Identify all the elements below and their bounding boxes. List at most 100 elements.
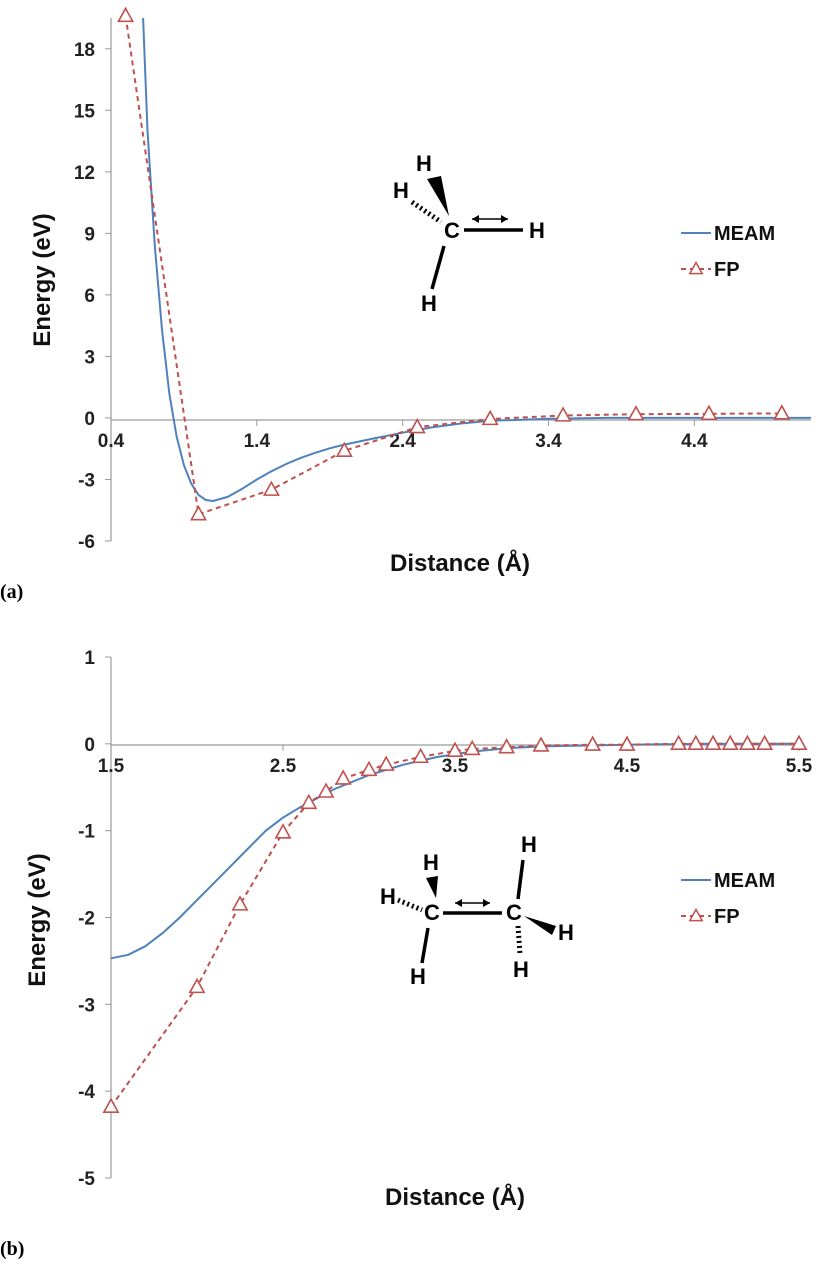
- data-point-fp: [627, 405, 645, 421]
- atom-c: C: [444, 218, 460, 243]
- data-point-fp: [498, 738, 516, 754]
- y-tick-label: -3: [78, 470, 95, 491]
- series-line-meam: [110, 742, 799, 960]
- y-tick-label: 1: [84, 648, 95, 669]
- bond-c-h-bottom: [430, 245, 446, 290]
- x-tick-label: 0.4: [98, 431, 125, 452]
- x-tick-label: 4.4: [681, 431, 708, 452]
- series-group: [110, 742, 799, 1108]
- data-point-fp: [412, 747, 430, 764]
- data-point-fp: [274, 823, 292, 839]
- y-tick-label: 9: [84, 224, 95, 245]
- bond-c-h-bottom-left: [420, 927, 430, 964]
- data-point-fp: [463, 739, 481, 756]
- legend-label-meam: MEAM: [714, 223, 775, 245]
- hash-bond-left: [397, 897, 423, 913]
- data-point-fp: [704, 734, 722, 751]
- y-axis-title: Energy (eV): [29, 213, 56, 346]
- series-line-fp: [124, 18, 782, 516]
- data-point-fp: [446, 741, 464, 757]
- stretch-arrow-head-left: [455, 899, 462, 907]
- panel-label: (a): [0, 581, 23, 603]
- data-point-fp: [721, 734, 739, 751]
- atom-h-right: H: [558, 920, 574, 945]
- data-point-fp: [231, 895, 249, 911]
- atom-h-bottom-left: H: [410, 964, 426, 989]
- x-tick-label: 3.5: [442, 756, 469, 777]
- atom-h-bottom: H: [421, 291, 437, 316]
- y-tick-label: 0: [84, 735, 95, 756]
- atom-h-top-right: H: [521, 832, 537, 857]
- x-axis-title: Distance (Å): [385, 1183, 525, 1211]
- stretch-arrow-head-left: [472, 215, 479, 223]
- y-axis-title: Energy (eV): [24, 853, 51, 986]
- data-point-fp: [790, 734, 808, 751]
- data-point-fp: [670, 734, 688, 751]
- y-tick-label: 18: [74, 40, 95, 61]
- atom-h-top-left: H: [423, 850, 439, 875]
- panel-label: (b): [0, 1238, 24, 1260]
- x-axis-title: Distance (Å): [390, 549, 530, 577]
- molecule-sketch: HHC HH: [393, 151, 545, 316]
- y-tick-label: -1: [78, 822, 95, 843]
- atom-h-left: H: [393, 178, 409, 203]
- data-point-fp: [481, 409, 499, 426]
- chart-panel-a: -6 -3 0 3 6 9 12 15 18 0.4 1.4 2.4 3.4 4.4 Distance (Å…: [0, 6, 811, 603]
- data-point-fp: [117, 6, 135, 23]
- y-tick-label: 3: [84, 347, 95, 368]
- x-tick-label: 2.4: [389, 431, 416, 452]
- data-point-fp: [756, 734, 774, 751]
- data-point-fp: [190, 505, 207, 521]
- data-point-fp: [360, 760, 378, 777]
- data-point-fp: [377, 755, 395, 771]
- y-tick-label: -4: [78, 1082, 95, 1103]
- data-point-fp: [700, 404, 718, 421]
- stretch-arrow-head-right: [501, 215, 508, 223]
- data-point-fp: [317, 782, 335, 798]
- data-point-fp: [554, 406, 572, 422]
- atom-h-left: H: [380, 884, 396, 909]
- x-tick-label: 1.4: [244, 431, 271, 452]
- y-tick-label: -6: [78, 532, 95, 553]
- data-point-fp: [334, 769, 352, 785]
- wedge-bond-right: [524, 916, 556, 935]
- series-line-meam: [142, 18, 811, 502]
- atom-h-right: H: [529, 218, 545, 243]
- y-tick-label: -2: [78, 909, 95, 930]
- atom-c-left: C: [424, 900, 440, 925]
- series-line-fp: [110, 742, 799, 1108]
- wedge-bond-left: [426, 876, 438, 898]
- y-tick-label: 12: [74, 163, 95, 184]
- y-tick-label: 0: [84, 409, 95, 430]
- data-point-fp: [773, 404, 791, 420]
- data-point-fp: [102, 1097, 120, 1113]
- hash-bond: [410, 199, 443, 225]
- legend-label-fp: FP: [714, 906, 740, 928]
- atom-c-right: C: [506, 900, 522, 925]
- y-tick-label: -3: [78, 995, 95, 1016]
- x-tick-label: 1.5: [98, 756, 125, 777]
- legend-marker-fp: [688, 907, 704, 922]
- x-tick-label: 3.4: [535, 431, 562, 452]
- data-point-fp: [584, 735, 602, 751]
- data-point-fp: [687, 734, 705, 751]
- data-point-fp: [335, 441, 353, 457]
- y-tick-label: -5: [78, 1169, 95, 1190]
- data-point-fp: [532, 736, 550, 752]
- data-point-fp: [188, 977, 206, 994]
- legend-label-meam: MEAM: [714, 870, 775, 892]
- data-point-fp: [262, 480, 280, 496]
- y-tick-label: 15: [74, 101, 96, 122]
- x-tick-label: 2.5: [270, 756, 297, 777]
- hash-bond-right: [515, 925, 523, 955]
- bond-c-h-top-right: [516, 859, 525, 900]
- data-point-fp: [300, 793, 318, 810]
- chart-panel-b: -5 -4 -3 -2 -1 0 1 1.5 2.5 3.5 4.5 5.5 Distance (Å) E…: [0, 648, 813, 1260]
- x-tick-label: 5.5: [786, 756, 813, 777]
- data-point-fp: [738, 734, 756, 751]
- wedge-bond: [427, 176, 449, 216]
- stretch-arrow-head-right: [483, 899, 490, 907]
- y-tick-label: 6: [84, 286, 95, 307]
